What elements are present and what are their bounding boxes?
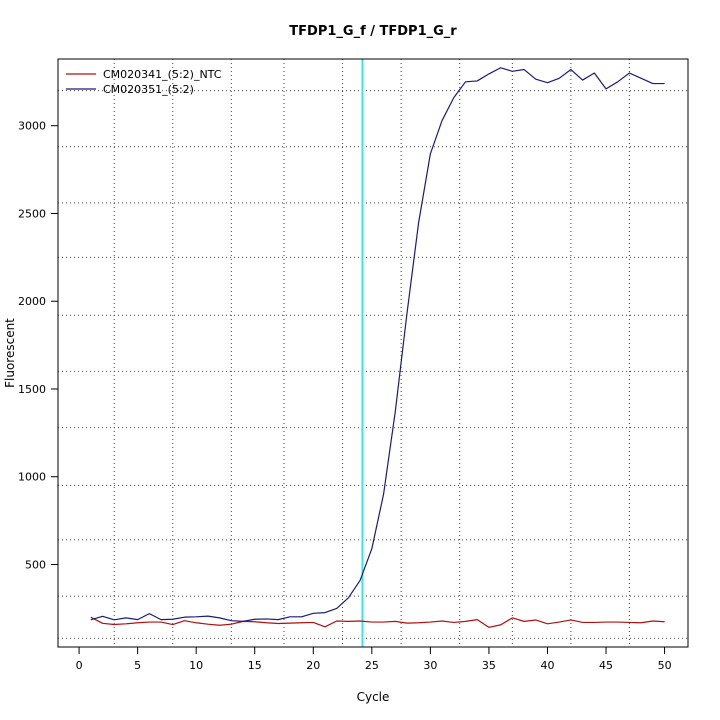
x-tick-label-1: 5	[134, 659, 141, 672]
x-tick-label-10: 50	[658, 659, 672, 672]
series-layer	[90, 67, 665, 628]
x-tick-label-3: 15	[248, 659, 262, 672]
x-axis: 0 5 10 15 20 25 30 35 40 45 50	[76, 646, 672, 672]
series-line-1	[90, 67, 665, 622]
y-axis-title: Fluorescent	[3, 318, 17, 388]
y-tick-label-5: 3000	[18, 120, 46, 133]
chart-title: TFDP1_G_f / TFDP1_G_r	[289, 24, 457, 39]
x-tick-label-7: 35	[482, 659, 496, 672]
legend-label-0: CM020341_(5:2)_NTC	[103, 68, 222, 81]
y-tick-label-0: 500	[25, 559, 46, 572]
y-tick-label-1: 1000	[18, 471, 46, 484]
y-tick-label-2: 1500	[18, 383, 46, 396]
x-tick-label-2: 10	[189, 659, 203, 672]
legend: CM020341_(5:2)_NTC CM020351_(5:2)	[66, 68, 222, 96]
x-axis-title: Cycle	[357, 690, 390, 704]
legend-label-1: CM020351_(5:2)	[103, 83, 194, 96]
grid-layer	[58, 59, 688, 647]
y-tick-label-4: 2500	[18, 207, 46, 220]
x-tick-label-9: 45	[599, 659, 613, 672]
x-tick-label-6: 30	[423, 659, 437, 672]
x-tick-label-8: 40	[540, 659, 554, 672]
x-tick-label-0: 0	[76, 659, 83, 672]
y-axis: 500 1000 1500 2000 2500 3000	[18, 120, 59, 572]
x-tick-label-4: 20	[306, 659, 320, 672]
series-line-0	[90, 616, 665, 628]
y-tick-label-3: 2000	[18, 295, 46, 308]
x-tick-label-5: 25	[365, 659, 379, 672]
